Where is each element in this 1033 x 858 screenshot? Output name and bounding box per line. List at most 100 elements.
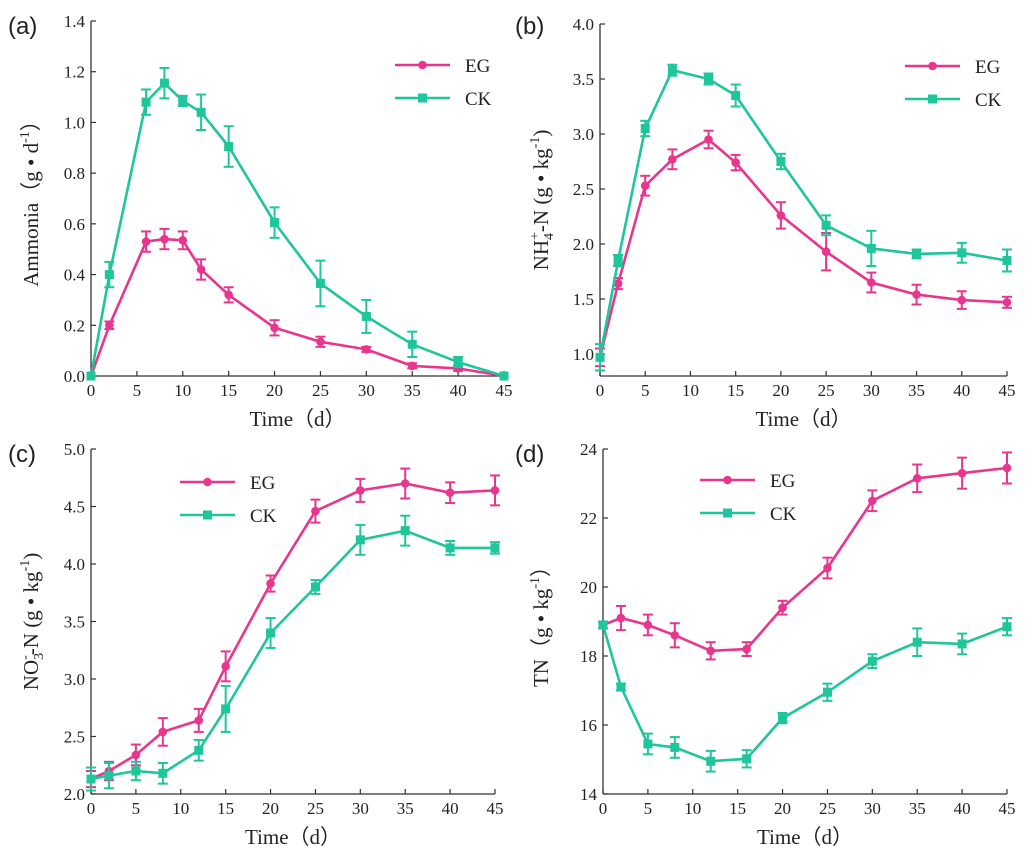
data-point — [196, 107, 206, 117]
data-point — [668, 155, 677, 164]
data-point — [178, 96, 188, 106]
y-tick-label: 0.0 — [64, 367, 85, 386]
data-point — [706, 646, 716, 656]
data-point — [159, 78, 169, 88]
data-point — [731, 158, 740, 167]
data-point — [640, 124, 650, 133]
x-tick-label: 40 — [954, 799, 971, 818]
x-tick-label: 30 — [864, 799, 881, 818]
x-tick-label: 25 — [307, 799, 324, 818]
data-point — [640, 181, 650, 190]
y-tick-label: 4.0 — [64, 555, 85, 574]
data-point — [490, 543, 500, 553]
data-point — [270, 218, 280, 228]
y-tick-label: 4.0 — [573, 15, 594, 34]
x-tick-label: 10 — [172, 799, 189, 818]
data-point — [822, 687, 832, 697]
legend-marker — [418, 60, 427, 70]
x-tick-label: 45 — [999, 381, 1016, 400]
series-CK — [86, 66, 509, 381]
data-point — [196, 265, 206, 274]
data-point — [912, 637, 922, 647]
legend-marker — [203, 477, 212, 487]
data-point — [160, 234, 169, 244]
y-axis-title: NO3--N (g • kg-1) — [18, 553, 47, 690]
series-EG — [598, 451, 1012, 661]
data-point — [598, 620, 608, 630]
series-line — [598, 138, 1008, 358]
data-point — [158, 727, 168, 737]
data-point — [821, 220, 831, 230]
data-point — [400, 479, 410, 488]
y-tick-label: 0.4 — [64, 266, 86, 285]
data-point — [867, 656, 877, 666]
x-tick-label: 20 — [266, 381, 283, 400]
data-point — [224, 142, 234, 152]
x-tick-label: 30 — [863, 381, 880, 400]
y-tick-label: 18 — [580, 647, 597, 666]
x-tick-label: 5 — [641, 381, 650, 400]
legend-marker — [723, 475, 732, 485]
data-point — [104, 270, 114, 280]
chart-panel-1: (a) 0 5 10 15 20 25 30 35 40 45 0.0 0.2 0.4 0.6 0.8 1.0 1… — [8, 12, 513, 431]
x-tick-label: 30 — [352, 799, 369, 818]
x-axis-title: Time（d） — [245, 825, 341, 849]
data-point — [141, 97, 151, 107]
legend-marker — [723, 508, 732, 518]
y-tick-label: 0.8 — [64, 164, 85, 183]
chart-panel-3: (c) 0 5 10 15 20 25 30 35 40 45 2.0 2.5 3.0 3.5 4.0 4.5 5… — [8, 440, 504, 849]
data-point — [823, 563, 832, 573]
data-point — [266, 579, 275, 588]
legend-marker — [928, 61, 937, 71]
x-tick-label: 35 — [908, 381, 925, 400]
y-tick-label: 24 — [580, 440, 598, 459]
data-point — [86, 774, 96, 784]
data-point — [776, 157, 786, 166]
legend-label: EG — [250, 473, 276, 494]
data-point — [490, 486, 500, 495]
data-point — [270, 323, 279, 333]
y-tick-label: 2.0 — [64, 785, 85, 804]
series-CK — [86, 514, 500, 792]
data-point — [1002, 256, 1012, 265]
data-point — [667, 65, 677, 75]
x-tick-label: 20 — [772, 381, 789, 400]
y-tick-label: 4.5 — [64, 498, 85, 517]
data-point — [821, 247, 831, 256]
y-tick-label: 1.2 — [64, 63, 85, 82]
x-tick-label: 10 — [174, 381, 191, 400]
x-tick-label: 45 — [496, 381, 513, 400]
data-point — [316, 337, 325, 347]
y-tick-label: 22 — [580, 509, 597, 528]
x-tick-label: 40 — [442, 799, 459, 818]
y-tick-label: 3.0 — [573, 125, 594, 144]
data-point — [221, 662, 230, 671]
data-point — [310, 582, 320, 592]
series-line — [90, 482, 496, 781]
data-point — [670, 742, 680, 752]
data-point — [595, 352, 605, 362]
y-tick-label: 2.5 — [64, 728, 85, 747]
x-tick-label: 25 — [819, 799, 836, 818]
legend-label: CK — [975, 90, 1002, 111]
data-point — [355, 535, 365, 545]
series-EG — [595, 129, 1012, 368]
data-point — [616, 682, 626, 692]
data-point — [776, 211, 786, 220]
data-point — [957, 468, 967, 478]
legend: EG CK — [905, 57, 1002, 111]
x-tick-label: 45 — [999, 799, 1016, 818]
x-axis-title: Time（d） — [249, 407, 345, 431]
data-point — [104, 771, 114, 781]
x-axis-title: Time（d） — [755, 407, 851, 431]
data-point — [1002, 298, 1012, 307]
x-tick-label: 35 — [397, 799, 414, 818]
legend-marker — [203, 510, 212, 520]
data-point — [704, 135, 713, 144]
x-tick-label: 40 — [450, 381, 467, 400]
legend-marker — [928, 94, 937, 104]
data-point — [311, 506, 320, 516]
data-point — [643, 739, 653, 749]
legend-label: CK — [770, 504, 797, 525]
legend-label: CK — [250, 506, 277, 527]
